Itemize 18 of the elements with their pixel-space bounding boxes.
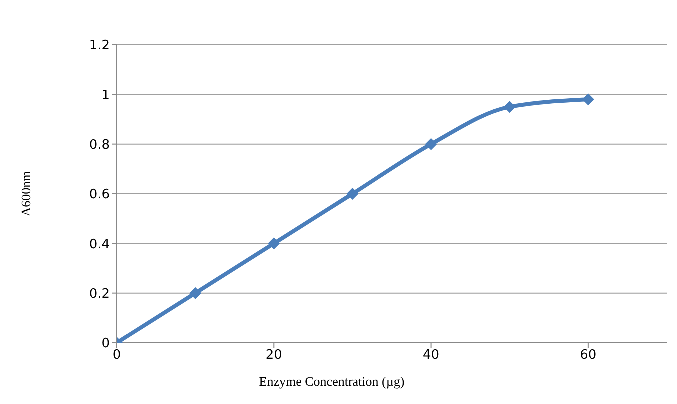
y-tick-label: 0 (102, 336, 110, 352)
x-tick-label: 20 (266, 348, 282, 364)
y-tick-label: 1.2 (89, 38, 110, 54)
y-tick-label: 0.8 (89, 138, 110, 153)
point (504, 101, 516, 114)
x-tick-label: 60 (580, 348, 597, 364)
x-tick-label: 0 (112, 348, 122, 364)
x-tick-label: 40 (423, 348, 440, 364)
point (268, 238, 280, 250)
y-tick-label: 0.4 (89, 237, 110, 252)
y-tick-label: 0.6 (89, 188, 110, 203)
point (346, 188, 359, 200)
x-axis-title: Enzyme Concentration (µg) (259, 374, 405, 389)
point (425, 138, 438, 150)
point (190, 287, 202, 300)
y-tick-label: 0.2 (89, 286, 110, 302)
y-axis-title: A600nm (18, 171, 34, 217)
y-tick-label: 1 (102, 88, 110, 104)
